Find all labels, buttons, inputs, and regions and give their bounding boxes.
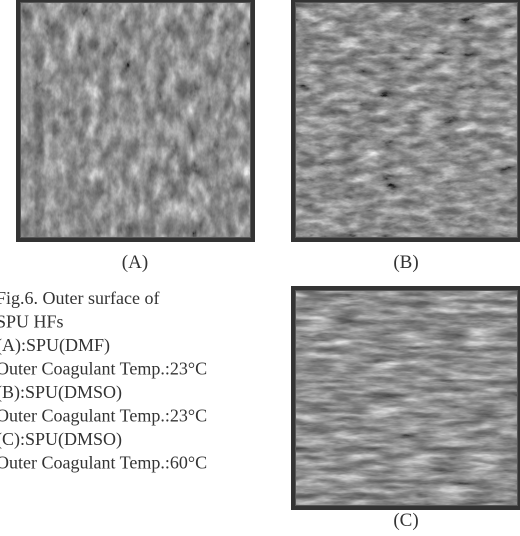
panel-label: (B) <box>393 252 418 273</box>
caption-line: Outer Coagulant Temp.:60°C <box>0 453 207 473</box>
sem-texture <box>296 3 517 237</box>
caption-line: Outer Coagulant Temp.:23°C <box>0 406 207 426</box>
sem-texture <box>21 3 250 237</box>
panel-a: (A) <box>18 0 253 273</box>
caption-line: (A):SPU(DMF) <box>0 335 110 356</box>
panel-c: (C) <box>293 288 520 531</box>
figure: (A) (B) (C) Fig.6. Outer surface of SPU H… <box>0 0 520 531</box>
caption-line: Outer Coagulant Temp.:23°C <box>0 359 207 379</box>
caption: Fig.6. Outer surface of SPU HFs (A):SPU(DM… <box>0 288 207 473</box>
panel-label: (A) <box>122 252 148 273</box>
panel-label: (C) <box>393 510 418 531</box>
caption-line: (B):SPU(DMSO) <box>0 382 122 403</box>
panel-b: (B) <box>293 0 520 273</box>
caption-line: SPU HFs <box>0 312 64 332</box>
caption-line: Fig.6. Outer surface of <box>0 288 159 308</box>
sem-texture <box>296 291 517 505</box>
caption-line: (C):SPU(DMSO) <box>0 429 122 450</box>
